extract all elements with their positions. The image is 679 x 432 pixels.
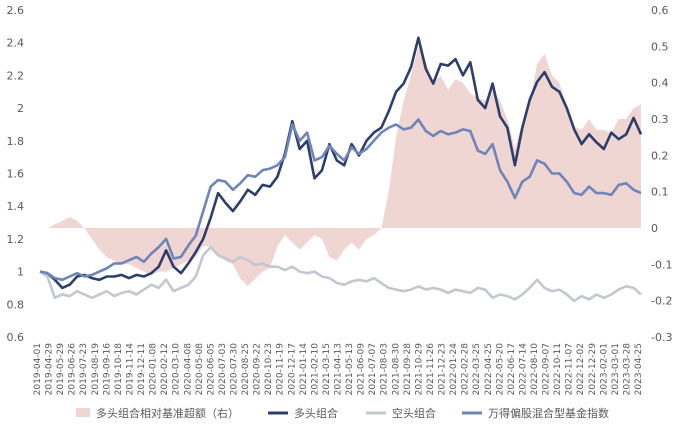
x-tick-label: 2020-06-05 [206, 343, 216, 395]
right-axis: -0.3 -0.2 -0.1 0 0.1 0.2 0.3 0.4 0.5 0.6 [651, 4, 672, 344]
legend-item: 多头组合相对基准超额（右） [76, 406, 239, 420]
x-tick-label: 2023-04-25 [634, 343, 644, 395]
x-tick-label: 2022-03-25 [472, 343, 482, 395]
x-tick-label: 2021-09-28 [403, 343, 413, 396]
excess-area-layer [40, 46, 641, 287]
y-right-tick-label: 0.4 [651, 77, 669, 90]
legend: 多头组合相对基准超额（右） 多头组合 空头组合 万得偏股混合型基金指数 [76, 406, 609, 420]
x-tick-label: 2021-02-10 [310, 343, 320, 396]
x-tick-label: 2019-07-23 [79, 343, 89, 395]
x-tick-label: 2020-08-25 [241, 343, 251, 395]
x-tick-label: 2020-07-30 [230, 343, 240, 396]
y-right-tick-label: 0.2 [651, 149, 669, 162]
legend-label: 空头组合 [392, 406, 436, 420]
x-tick-label: 2019-09-16 [102, 343, 112, 396]
x-tick-label: 2022-02-28 [461, 343, 471, 396]
y-left-tick-label: 2.4 [7, 37, 25, 50]
x-tick-label: 2020-07-03 [218, 343, 228, 395]
y-right-tick-label: -0.1 [651, 258, 672, 271]
y-left-tick-label: 0.6 [7, 331, 25, 344]
x-tick-label: 2022-01-24 [449, 343, 459, 396]
y-left-tick-label: 2 [17, 102, 24, 115]
x-tick-label: 2023-03-01 [611, 343, 621, 395]
y-right-tick-label: 0.5 [651, 40, 669, 53]
y-left-tick-label: 2.2 [7, 69, 25, 82]
y-left-tick-label: 1.8 [7, 135, 25, 148]
x-tick-label: 2020-01-08 [149, 343, 159, 396]
excess-area-series [40, 46, 641, 287]
legend-item: 多头组合 [268, 406, 338, 420]
y-left-tick-label: 1.2 [7, 233, 25, 246]
x-tick-label: 2022-11-07 [565, 343, 575, 395]
x-tick-label: 2022-08-10 [530, 343, 540, 396]
x-tick-label: 2021-08-30 [391, 343, 401, 396]
x-tick-label: 2022-05-20 [495, 343, 505, 396]
x-tick-label: 2021-04-13 [334, 343, 344, 395]
x-tick-label: 2021-11-26 [426, 343, 436, 396]
x-tick-label: 2022-10-11 [553, 343, 563, 395]
legend-item: 万得偏股混合型基金指数 [462, 406, 609, 420]
x-tick-label: 2021-07-07 [368, 343, 378, 395]
x-tick-label: 2021-10-29 [414, 343, 424, 396]
legend-swatch [76, 408, 90, 417]
x-tick-label: 2020-09-22 [253, 343, 263, 395]
x-tick-label: 2023-03-28 [622, 343, 632, 396]
y-left-tick-label: 1.4 [7, 200, 25, 213]
x-tick-label: 2021-12-23 [438, 343, 448, 395]
x-tick-label: 2022-12-29 [588, 343, 598, 396]
y-left-tick-label: 1.6 [7, 168, 25, 181]
x-tick-label: 2022-07-14 [518, 343, 528, 396]
long-portfolio-line [39, 36, 643, 290]
y-left-tick-label: 2.6 [7, 4, 25, 17]
lines-layer [39, 36, 643, 303]
x-tick-label: 2021-06-09 [357, 343, 367, 396]
x-tick-label: 2020-12-17 [287, 343, 297, 395]
legend-label: 万得偏股混合型基金指数 [488, 406, 609, 420]
x-tick-label: 2020-11-19 [276, 343, 286, 396]
x-tick-label: 2019-05-29 [56, 343, 66, 396]
legend-label: 多头组合 [294, 406, 338, 420]
x-tick-label: 2019-08-19 [91, 343, 101, 396]
x-tick-label: 2021-08-03 [380, 343, 390, 395]
x-tick-label: 2021-05-13 [345, 343, 355, 395]
y-right-tick-label: -0.3 [651, 331, 672, 344]
x-tick-label: 2022-06-17 [507, 343, 517, 395]
y-right-tick-label: 0.3 [651, 113, 669, 126]
x-tick-label: 2019-12-11 [137, 343, 147, 395]
x-tick-label: 2019-10-18 [114, 343, 124, 396]
x-tick-label: 2020-03-10 [172, 343, 182, 396]
y-right-tick-label: 0.6 [651, 4, 669, 17]
y-right-tick-label: 0.1 [651, 186, 669, 199]
legend-label: 多头组合相对基准超额（右） [96, 406, 239, 420]
x-tick-label: 2022-04-25 [484, 343, 494, 395]
x-tick-label: 2020-10-23 [264, 343, 274, 395]
x-tick-label: 2019-04-01 [33, 343, 43, 395]
legend-item: 空头组合 [366, 406, 436, 420]
x-tick-label: 2021-03-15 [322, 343, 332, 395]
x-tick-label: 2019-04-29 [45, 343, 55, 396]
x-tick-label: 2020-05-08 [195, 343, 205, 396]
y-right-tick-label: 0 [651, 222, 658, 235]
x-tick-label: 2019-11-14 [126, 343, 136, 396]
x-tick-label: 2021-01-14 [299, 343, 309, 396]
x-tick-label: 2020-04-08 [183, 343, 193, 396]
x-tick-label: 2020-02-12 [160, 343, 170, 395]
y-right-tick-label: -0.2 [651, 295, 672, 308]
x-tick-label: 2019-06-26 [68, 343, 78, 396]
left-axis: 0.6 0.8 1 1.2 1.4 1.6 1.8 2 2.2 2.4 2.6 [7, 4, 25, 344]
x-tick-label: 2022-12-02 [576, 343, 586, 395]
short-portfolio-line [39, 245, 642, 303]
y-left-tick-label: 1 [17, 266, 24, 279]
y-left-tick-label: 0.8 [7, 298, 25, 311]
x-axis: 2019-04-01 2019-04-29 2019-05-29 2019-06-26… [33, 343, 644, 396]
x-tick-label: 2022-09-07 [542, 343, 552, 395]
benchmark-index-line [39, 118, 642, 282]
x-tick-label: 2023-02-01 [599, 343, 609, 395]
